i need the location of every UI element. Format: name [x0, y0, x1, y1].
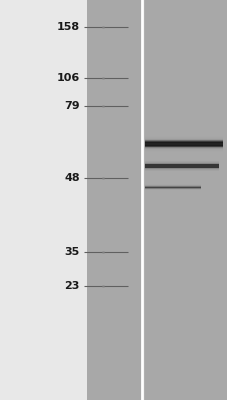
- Text: 106: 106: [56, 73, 79, 83]
- Bar: [144, 138, 222, 139]
- Bar: [144, 168, 218, 169]
- Bar: [144, 172, 218, 173]
- Bar: [144, 145, 222, 146]
- Bar: [144, 164, 218, 165]
- Bar: [144, 145, 222, 146]
- Bar: [144, 167, 218, 168]
- Text: 48: 48: [64, 173, 79, 183]
- Bar: [144, 166, 218, 167]
- Text: 23: 23: [64, 281, 79, 291]
- Bar: [144, 162, 218, 163]
- Bar: [86, 0, 141, 400]
- Bar: [144, 149, 222, 150]
- Bar: [144, 160, 218, 161]
- Bar: [144, 165, 218, 166]
- Bar: [144, 144, 222, 145]
- Bar: [144, 161, 218, 162]
- Bar: [144, 151, 222, 152]
- Bar: [144, 165, 218, 166]
- Bar: [144, 171, 218, 172]
- Bar: [0, 0, 86, 400]
- Text: 158: 158: [57, 22, 79, 32]
- Text: 79: 79: [64, 101, 79, 111]
- Bar: [144, 170, 218, 171]
- Bar: [144, 150, 222, 151]
- Bar: [144, 148, 222, 149]
- Bar: [144, 140, 222, 141]
- Bar: [144, 166, 218, 167]
- Bar: [144, 139, 222, 140]
- Bar: [144, 136, 222, 137]
- Bar: [144, 142, 222, 143]
- Bar: [144, 146, 222, 147]
- Bar: [144, 142, 222, 143]
- Bar: [144, 147, 222, 148]
- Bar: [144, 171, 218, 172]
- Text: 35: 35: [64, 247, 79, 257]
- Bar: [144, 160, 218, 161]
- Bar: [144, 143, 222, 144]
- Bar: [144, 149, 222, 150]
- Bar: [144, 141, 222, 142]
- Bar: [144, 163, 218, 164]
- Bar: [144, 141, 222, 142]
- Bar: [144, 169, 218, 170]
- Bar: [144, 167, 218, 168]
- Bar: [144, 146, 222, 147]
- Bar: [144, 152, 222, 153]
- Bar: [144, 164, 218, 165]
- Bar: [144, 0, 227, 400]
- Bar: [144, 137, 222, 138]
- Bar: [144, 138, 222, 139]
